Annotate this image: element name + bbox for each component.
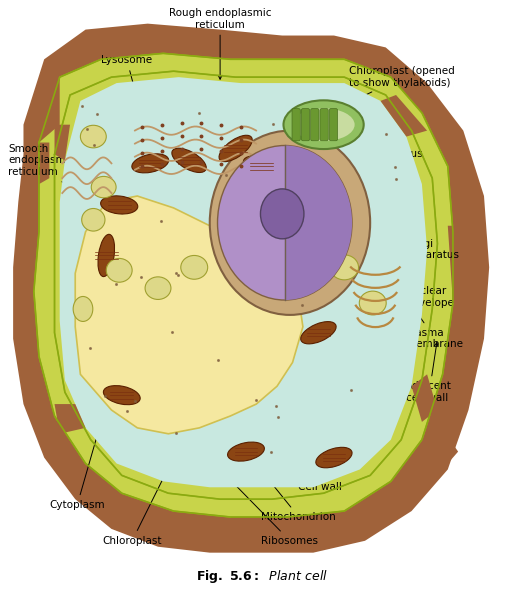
Text: Smooth
endoplasmic
reticulum: Smooth endoplasmic reticulum [8, 144, 74, 188]
Polygon shape [54, 404, 86, 434]
Ellipse shape [283, 100, 363, 149]
Polygon shape [39, 142, 49, 184]
Ellipse shape [219, 135, 252, 162]
Ellipse shape [243, 156, 280, 177]
Wedge shape [285, 145, 352, 300]
Polygon shape [391, 71, 437, 113]
Polygon shape [39, 77, 60, 142]
Ellipse shape [181, 256, 208, 279]
Ellipse shape [145, 277, 171, 300]
Ellipse shape [91, 177, 116, 198]
Polygon shape [231, 517, 272, 535]
Circle shape [218, 145, 352, 300]
Ellipse shape [316, 447, 352, 468]
Polygon shape [60, 77, 427, 487]
Ellipse shape [100, 196, 138, 214]
Ellipse shape [98, 235, 115, 277]
Text: Rough endoplasmic
reticulum: Rough endoplasmic reticulum [169, 8, 271, 79]
Text: Cell wall: Cell wall [295, 466, 342, 492]
Polygon shape [34, 53, 453, 517]
Ellipse shape [132, 154, 168, 173]
Text: $\mathbf{Fig.\ 5.6:}$  $\mathit{Plant\ cell}$: $\mathbf{Fig.\ 5.6:}$ $\mathit{Plant\ ce… [196, 569, 327, 586]
Polygon shape [13, 24, 489, 553]
Text: Adjacent
cell wall: Adjacent cell wall [406, 343, 452, 403]
Ellipse shape [301, 321, 336, 344]
Text: Nucleus: Nucleus [347, 150, 422, 194]
Ellipse shape [292, 109, 355, 141]
Text: Lysosome: Lysosome [101, 55, 153, 115]
Ellipse shape [359, 291, 386, 315]
FancyBboxPatch shape [301, 109, 310, 140]
FancyBboxPatch shape [311, 109, 319, 140]
Polygon shape [422, 422, 458, 470]
FancyBboxPatch shape [320, 109, 328, 140]
Circle shape [210, 131, 370, 315]
Ellipse shape [330, 255, 359, 280]
Text: Plasma
membrane: Plasma membrane [406, 300, 463, 350]
FancyBboxPatch shape [329, 109, 337, 140]
Ellipse shape [172, 148, 206, 172]
Polygon shape [24, 256, 34, 297]
Text: Ribosomes: Ribosomes [223, 472, 319, 546]
Ellipse shape [104, 385, 140, 405]
Ellipse shape [228, 442, 264, 461]
Polygon shape [381, 95, 427, 136]
Text: Chloroplast (opened
to show thylakoids): Chloroplast (opened to show thylakoids) [332, 66, 455, 111]
Polygon shape [412, 374, 437, 422]
Circle shape [260, 189, 304, 239]
Text: Chloroplast: Chloroplast [103, 461, 172, 546]
Text: Golgi
apparatus: Golgi apparatus [384, 239, 459, 267]
Ellipse shape [106, 259, 132, 282]
Ellipse shape [82, 209, 105, 231]
Text: Nuclear
envelope: Nuclear envelope [368, 246, 454, 308]
Polygon shape [29, 392, 54, 434]
FancyBboxPatch shape [292, 109, 300, 140]
Ellipse shape [73, 297, 93, 321]
Polygon shape [448, 226, 463, 303]
Text: Cytoplasm: Cytoplasm [49, 426, 105, 510]
Text: Mitochondrion: Mitochondrion [248, 455, 336, 522]
Ellipse shape [81, 125, 106, 148]
Polygon shape [54, 125, 70, 160]
Polygon shape [54, 71, 437, 499]
Polygon shape [75, 196, 303, 434]
